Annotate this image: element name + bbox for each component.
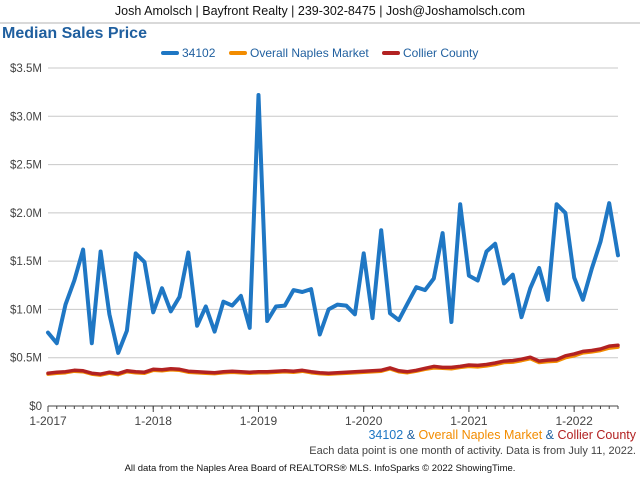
series-lines bbox=[46, 93, 620, 377]
legend-entry: 34102 bbox=[182, 46, 216, 60]
chart-title: Median Sales Price bbox=[2, 25, 147, 42]
x-tick-label: 1-2022 bbox=[555, 414, 593, 428]
y-axis-tick-labels: $0 $0.5M $1.0M $1.5M $2.0M $2.5M $3.0M $3.5M bbox=[10, 63, 42, 413]
y-tick-label: $1.5M bbox=[10, 256, 42, 268]
footer-source: All data from the Naples Area Board of R… bbox=[124, 463, 516, 474]
y-tick-label: $0.5M bbox=[10, 353, 42, 365]
grid-lines bbox=[48, 67, 618, 407]
header-divider bbox=[0, 22, 640, 24]
series-line-collier-county bbox=[46, 343, 620, 376]
y-tick-label: $3.5M bbox=[10, 63, 42, 75]
header-bar: Josh Amolsch | Bayfront Realty | 239-302… bbox=[0, 0, 640, 22]
footer-series-collier: Collier County bbox=[557, 428, 636, 442]
y-tick-label: $2.0M bbox=[10, 208, 42, 220]
legend-entry: Collier County bbox=[403, 46, 478, 60]
y-tick-label: $1.0M bbox=[10, 304, 42, 316]
header-text: Josh Amolsch | Bayfront Realty | 239-302… bbox=[114, 4, 526, 18]
footer-series-naples: Overall Naples Market bbox=[418, 428, 543, 442]
footer-amp: & bbox=[406, 428, 416, 442]
legend-entry: Overall Naples Market bbox=[250, 46, 369, 60]
footer-series-34102: 34102 bbox=[368, 428, 404, 442]
footer-amp: & bbox=[545, 428, 554, 442]
x-tick-label: 1-2021 bbox=[450, 414, 488, 428]
legend: 34102 Overall Naples Market Collier County bbox=[161, 46, 478, 60]
footer-note: Each data point is one month of activity… bbox=[309, 445, 636, 457]
series-line-34102 bbox=[46, 93, 620, 355]
y-tick-label: $0 bbox=[29, 401, 42, 413]
x-axis: 1-2017 1-2018 1-2019 1-2020 1-2021 1-2022 bbox=[29, 405, 619, 428]
x-tick-label: 1-2017 bbox=[29, 414, 67, 428]
footer-series-line: 34102 & Overall Naples Market & Collier … bbox=[368, 428, 636, 442]
x-tick-label: 1-2018 bbox=[135, 414, 173, 428]
x-tick-label: 1-2020 bbox=[345, 414, 383, 428]
y-tick-label: $3.0M bbox=[10, 111, 42, 123]
x-tick-label: 1-2019 bbox=[240, 414, 278, 428]
y-tick-label: $2.5M bbox=[10, 160, 42, 172]
